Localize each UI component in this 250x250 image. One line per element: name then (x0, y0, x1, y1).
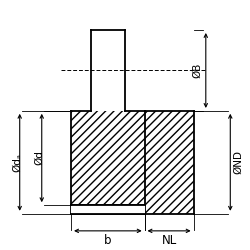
Text: ØB: ØB (192, 63, 202, 78)
Bar (144, 111, 194, 214)
Text: Ød: Ød (34, 150, 44, 166)
Bar (71, 205, 144, 214)
Text: b: b (104, 234, 112, 247)
Text: Ødₐ: Ødₐ (12, 153, 22, 172)
Text: ØND: ØND (233, 150, 243, 174)
Bar (71, 111, 144, 205)
Text: NL: NL (162, 234, 177, 247)
